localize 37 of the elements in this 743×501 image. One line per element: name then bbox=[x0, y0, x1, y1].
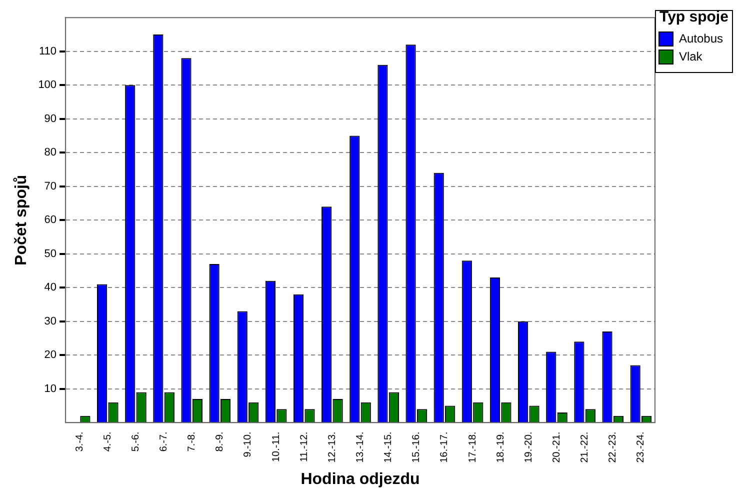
x-axis-title: Hodina odjezdu bbox=[300, 470, 420, 488]
x-tick-label: 3.-4. bbox=[74, 432, 86, 452]
x-tick-label: 8.-9. bbox=[214, 432, 226, 452]
x-tick-label: 11.-12. bbox=[298, 432, 310, 462]
x-tick-label: 13.-14. bbox=[355, 432, 366, 463]
x-tick-label: 10.-11. bbox=[270, 432, 282, 462]
y-tick-label: 110 bbox=[39, 45, 57, 58]
x-tick-label: 18.-19. bbox=[495, 432, 506, 463]
y-axis-title: Počet spojů bbox=[13, 174, 30, 266]
y-tick-label: 70 bbox=[44, 180, 57, 192]
y-tick-label: 30 bbox=[44, 315, 57, 328]
x-tick-label: 4.-5. bbox=[102, 432, 114, 452]
y-tick-label: 60 bbox=[44, 214, 57, 226]
legend-label: Autobus bbox=[678, 31, 724, 46]
legend-label: Vlak bbox=[678, 49, 704, 64]
y-tick-label: 20 bbox=[44, 349, 57, 362]
y-tick-label: 40 bbox=[44, 282, 57, 294]
y-tick-label: 10 bbox=[44, 382, 57, 395]
x-tick-label: 15.-16. bbox=[411, 432, 422, 463]
x-tick-label: 20.-21. bbox=[551, 432, 562, 463]
y-tick-label: 80 bbox=[44, 146, 57, 159]
x-tick-label: 16.-17. bbox=[439, 432, 450, 463]
y-tick-label: 90 bbox=[44, 112, 57, 125]
x-tick-label: 9.-10. bbox=[242, 432, 254, 458]
x-tick-label: 17.-18. bbox=[467, 432, 478, 463]
x-tick-label: 5.-6. bbox=[130, 432, 142, 452]
x-tick-label: 6.-7. bbox=[158, 432, 170, 452]
x-tick-label: 22.-23. bbox=[608, 432, 619, 463]
y-tick-label: 100 bbox=[38, 79, 57, 92]
legend-title: Typ spoje bbox=[660, 8, 728, 26]
x-tick-label: 23.-24. bbox=[636, 432, 647, 463]
x-tick-label: 12.-13. bbox=[326, 432, 338, 463]
x-tick-label: 7.-8. bbox=[186, 432, 198, 452]
x-tick-label: 19.-20. bbox=[523, 432, 534, 463]
y-tick-label: 50 bbox=[44, 248, 57, 260]
x-tick-label: 14.-15. bbox=[383, 432, 394, 463]
x-tick-label: 21.-22. bbox=[580, 432, 591, 463]
